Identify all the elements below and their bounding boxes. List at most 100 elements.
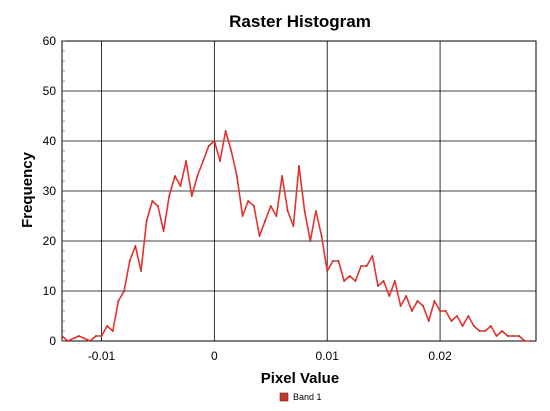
series-point [236,175,238,177]
series-point [450,320,453,322]
series-point [202,160,205,162]
x-tick-label: 0.02 [428,349,452,363]
series-point [157,205,159,207]
series-point [529,340,532,342]
y-tick-label: 20 [43,234,57,248]
series-point [269,205,272,207]
y-tick-label: 10 [43,284,57,298]
series-point [145,220,148,222]
series-point [78,335,80,337]
series-point [303,210,306,212]
x-tick-label: 0.01 [316,349,340,363]
series-point [275,215,278,217]
series-point [100,335,103,337]
series-point [495,335,498,337]
y-tick-label: 0 [49,334,56,348]
series-point [174,175,176,177]
series-point [230,150,233,152]
chart-title: Raster Histogram [229,12,371,31]
series-point [128,260,131,262]
series-point [399,305,402,307]
series-point [264,220,266,222]
series-point [258,235,261,237]
series-point [309,240,312,242]
series-point [416,300,419,302]
series-point [444,310,447,312]
series-point [501,330,503,332]
series-point [66,340,69,342]
legend: Band 1 [279,392,322,402]
series-point [247,200,250,202]
series-point [365,265,368,267]
series-line-0 [61,130,531,342]
series-point [506,335,509,337]
series-point [168,195,171,197]
series-point [253,205,255,207]
series-point [371,255,374,257]
series-point [484,330,487,332]
y-tick-label: 40 [43,134,57,148]
series-point [196,175,199,177]
series-point [461,325,464,327]
series-point [179,185,182,187]
series-point [467,315,470,317]
series-point [151,200,154,202]
series-point [354,280,357,282]
y-axis-label: Frequency [19,151,36,228]
series-point [281,175,283,177]
series-point [523,340,526,342]
series-point [439,310,441,312]
series-point [411,310,413,312]
legend-label: Band 1 [293,392,322,402]
series-point [224,130,227,132]
series-point [190,195,193,197]
plot-area: 0 10 20 30 40 50 60 -0.01 0 0.01 0.02 [43,34,537,363]
series-point [241,215,244,217]
series-point [427,320,430,322]
series-point [388,295,391,297]
series-point [111,330,114,332]
series-point [456,315,458,317]
series-point [377,285,379,287]
x-axis-label: Pixel Value [261,370,339,387]
series-point [394,280,396,282]
series-point [382,280,385,282]
series-point [315,210,317,212]
series-point [473,325,475,327]
y-tick-label: 30 [43,184,57,198]
series-point [512,335,515,337]
series-point [298,165,300,167]
series-point [134,245,137,247]
series-point [123,290,125,292]
series-point [292,225,295,227]
series-point [433,300,436,302]
series-point [213,140,216,142]
series-point [360,265,362,267]
series-point [422,305,424,307]
x-tick-label: 0 [211,349,218,363]
series-point [117,300,120,302]
series-point [95,335,97,337]
series-point [219,160,221,162]
legend-swatch [279,392,289,402]
series-point [162,230,165,232]
x-tick-label: -0.01 [88,349,116,363]
series-point [405,295,408,297]
series-point [89,340,92,342]
series-point [320,235,323,237]
series-point [286,210,289,212]
series-point [61,335,63,337]
series-point [207,145,210,147]
series-point [185,160,188,162]
series-point [348,275,351,277]
series-point [518,335,520,337]
series-point [343,280,345,282]
series-point [337,260,340,262]
series-point [478,330,481,332]
series-point [106,325,108,327]
series-point [326,270,329,272]
series-point [332,260,334,262]
series-point [140,270,142,272]
y-tick-label: 60 [43,34,57,48]
